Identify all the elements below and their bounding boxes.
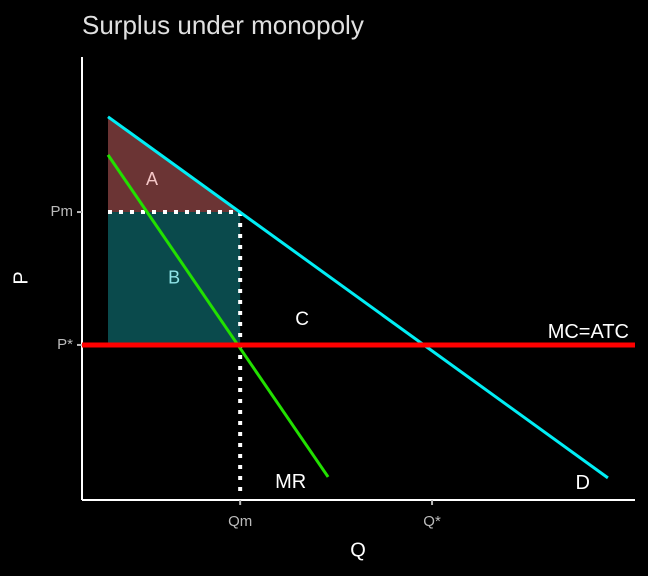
curve-label: MC=ATC xyxy=(548,321,629,343)
annotation: C xyxy=(295,309,309,330)
surplus-region xyxy=(107,212,241,345)
curve-label: D xyxy=(575,472,589,494)
x-tick-label: Qm xyxy=(228,513,252,530)
curve xyxy=(107,115,609,480)
x-tick-label: Q* xyxy=(423,513,441,530)
x-axis-label: Q xyxy=(350,539,366,561)
region-label: B xyxy=(168,267,180,287)
chart-title: Surplus under monopoly xyxy=(82,10,364,40)
y-axis-label: P xyxy=(10,271,32,284)
y-tick-label: Pm xyxy=(51,203,74,220)
region-label: A xyxy=(146,169,158,189)
curve-label: MR xyxy=(275,471,306,493)
y-tick-label: P* xyxy=(57,336,73,353)
curve xyxy=(106,154,330,478)
